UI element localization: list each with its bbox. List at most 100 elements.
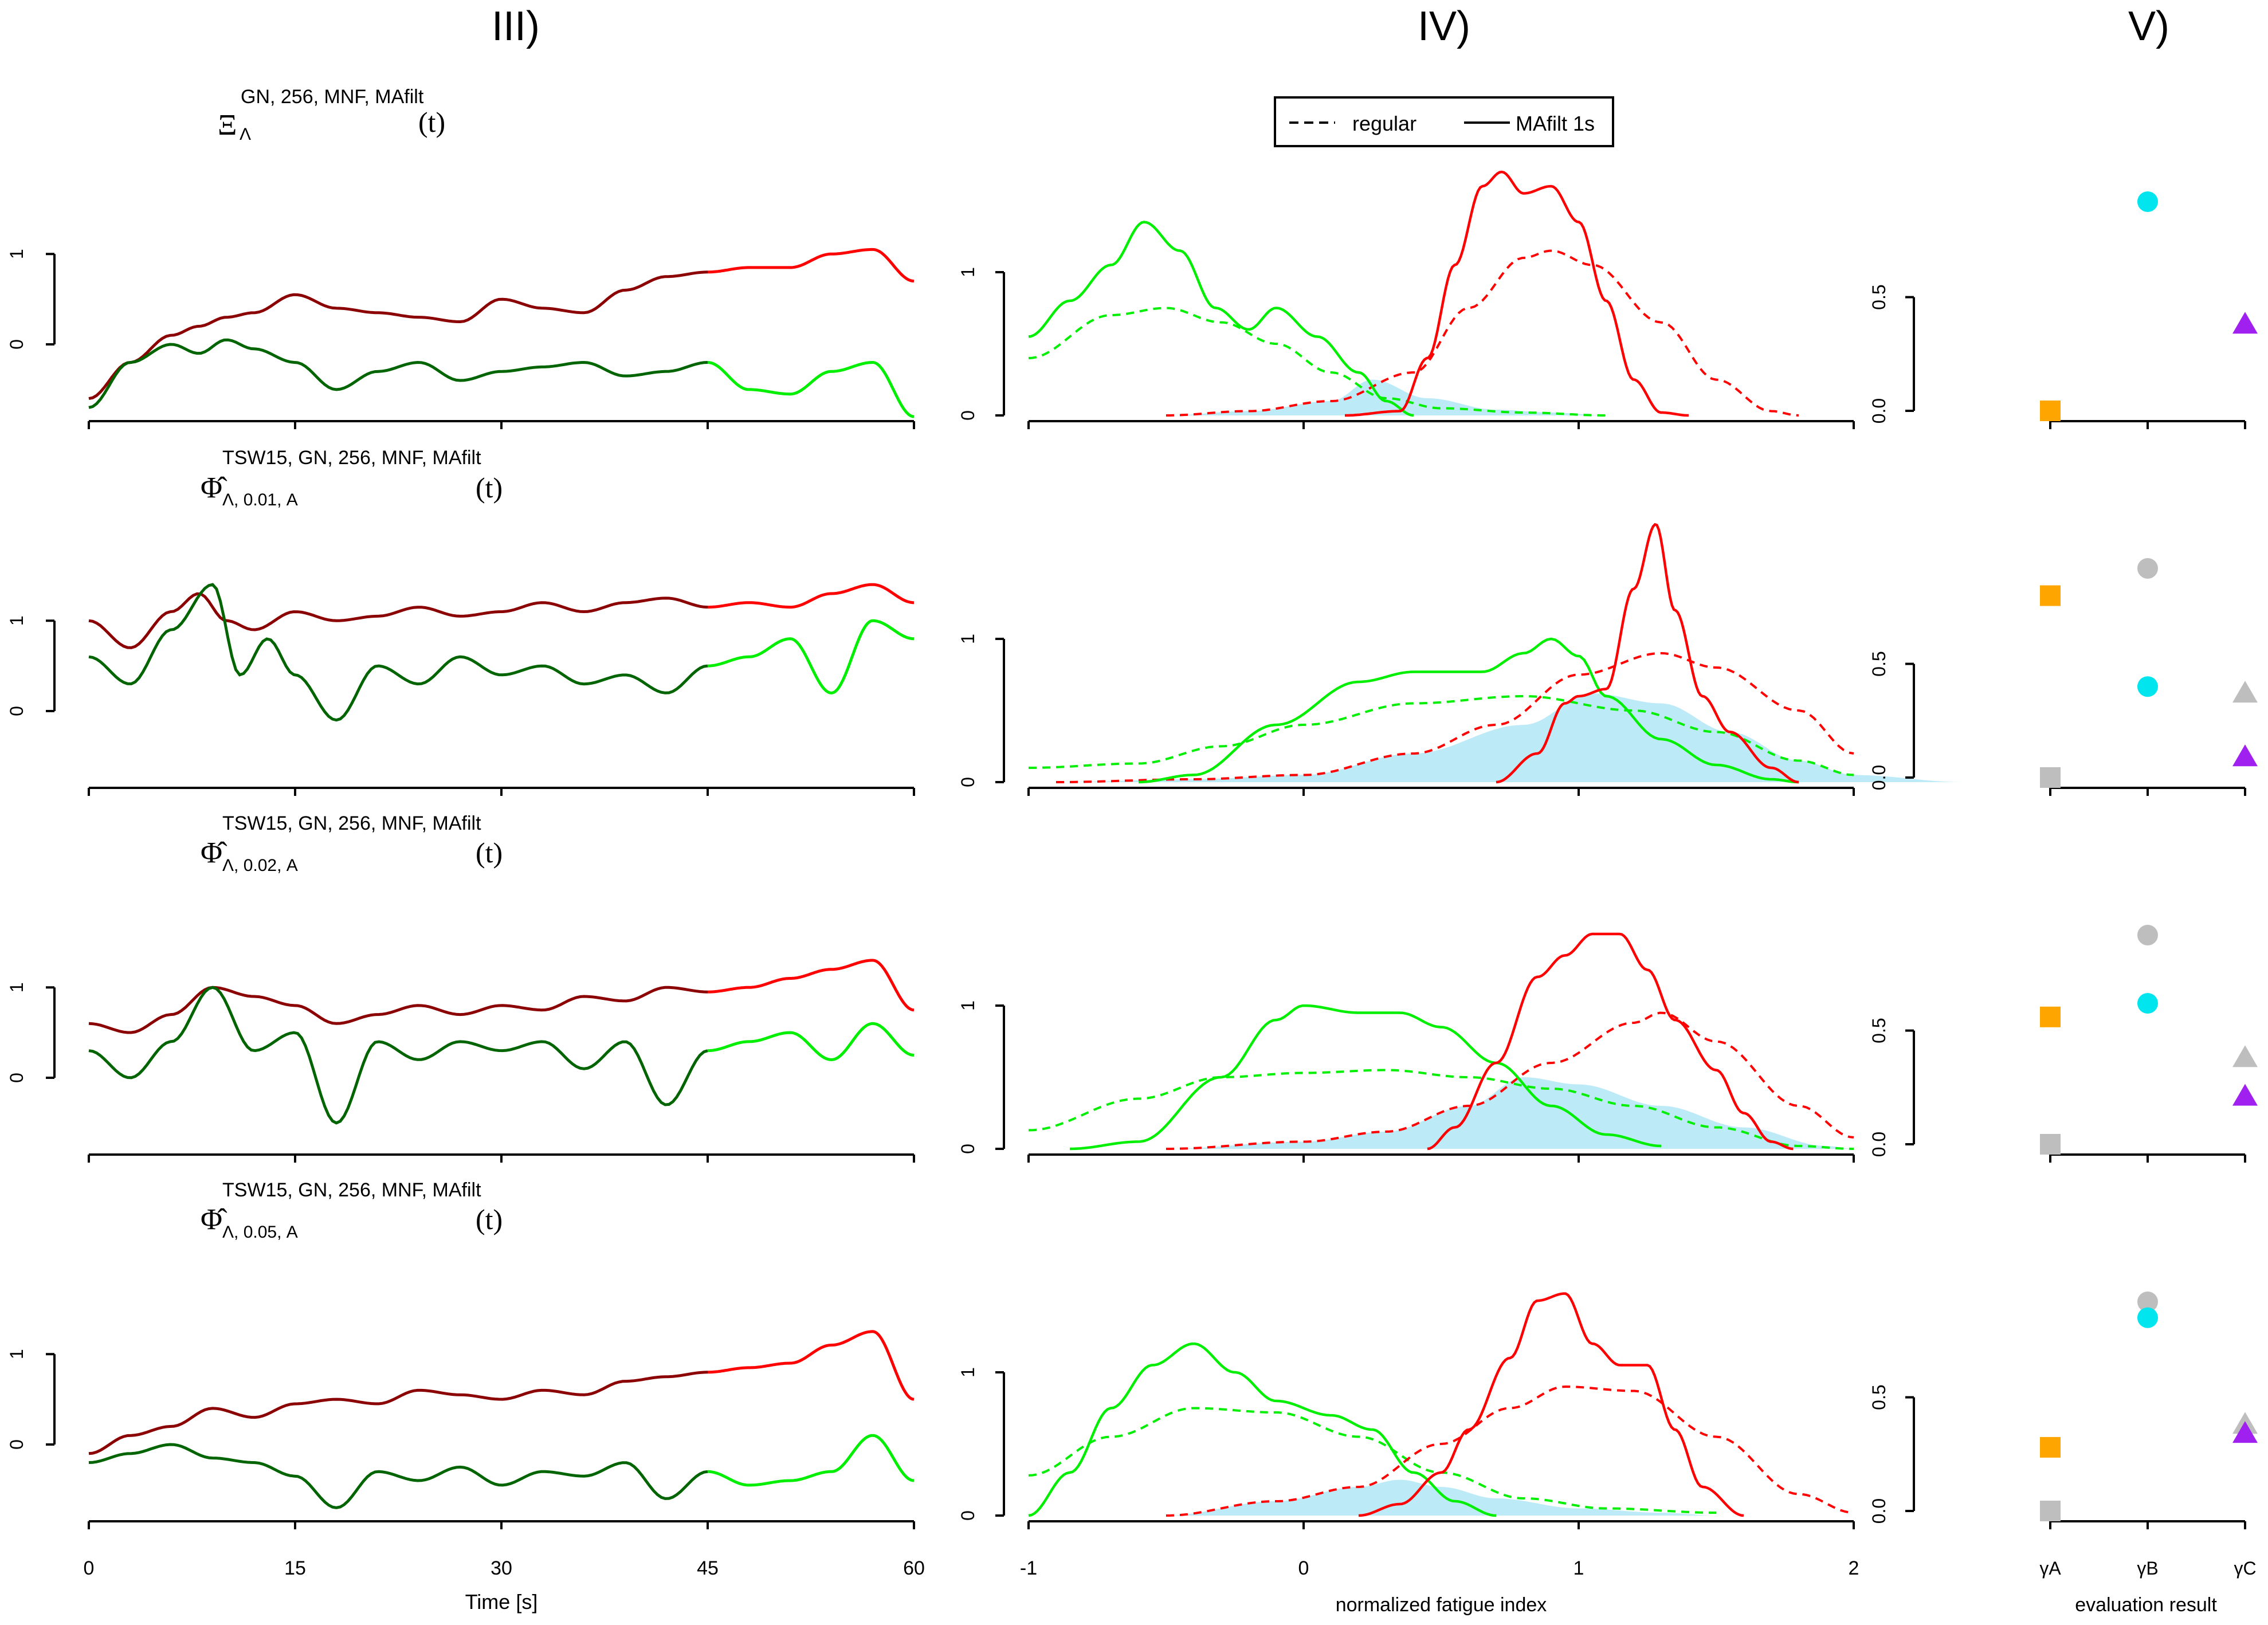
y-tick-label: 0.0 — [1869, 765, 1889, 790]
density-fatigued-regular — [1056, 651, 1854, 783]
y-tick-label: 0 — [6, 706, 27, 716]
fatigued-train-line — [88, 270, 708, 401]
row4-formula-suffix: (t) — [476, 1203, 503, 1235]
y-tick-label: 0 — [6, 1073, 27, 1083]
y-tick-label: 1 — [6, 982, 27, 992]
point-square-orange — [2040, 401, 2061, 421]
row1-formula-superscript: GN, 256, MNF, MAfilt — [241, 86, 424, 108]
y-tick-label: 1 — [958, 1367, 978, 1377]
y-tick-label: 1 — [6, 249, 27, 259]
panel-v-row-2: 0.0 0.5 — [1869, 558, 2258, 796]
panel-iv-row-4: 01 — [958, 1292, 1855, 1529]
panel-iii-row-3: 01 — [6, 959, 915, 1163]
panel-v-evaluation: 0.0 0.5 0.0 0.5 0.0 0.5 0.0 0.5 γA γB γC — [1869, 191, 2258, 1579]
density-non-fatigued-mafilt — [1138, 637, 1799, 784]
point-triangle-purple — [2232, 312, 2258, 334]
y-tick-label: 0 — [958, 777, 978, 787]
point-triangle-purple — [2232, 1084, 2258, 1106]
y-tick-label: 0.5 — [1869, 1018, 1889, 1043]
fatigued-test-line — [707, 959, 915, 1012]
overlap-area — [1166, 1479, 1716, 1516]
point-circle-cyan — [2137, 191, 2158, 212]
y-tick-label: 0 — [958, 410, 978, 421]
column-title-v: V) — [2128, 3, 2169, 49]
row3-formula-subscript: Λ, 0.02, A — [222, 856, 298, 875]
panel-v-row-3: 0.0 0.5 — [1869, 924, 2258, 1163]
row2-formula-suffix: (t) — [476, 472, 503, 504]
y-tick-label: 0.0 — [1869, 1132, 1889, 1157]
non-fatigued-test-line — [708, 619, 915, 694]
non-fatigued-test-line — [707, 361, 915, 418]
fatigued-test-line — [708, 248, 915, 283]
x-tick-label: γC — [2234, 1558, 2256, 1579]
point-square-orange — [2040, 585, 2061, 606]
y-tick-label: 0.5 — [1869, 651, 1889, 676]
y-tick-label: 1 — [958, 1000, 978, 1011]
row4-formula-subscript: Λ, 0.05, A — [222, 1223, 298, 1242]
point-square-grey — [2040, 767, 2061, 788]
row1-formula-symbol: Ξ — [218, 109, 237, 142]
fatigued-train-line — [88, 592, 708, 649]
point-square-orange — [2040, 1436, 2061, 1458]
y-tick-label: 0.5 — [1869, 1384, 1889, 1410]
row1-formula-subscript: Λ — [240, 125, 251, 144]
x-tick-label: 0 — [84, 1557, 95, 1579]
fatigued-train-line — [88, 1371, 708, 1455]
x-label-fatigue: normalized fatigue index — [1336, 1594, 1547, 1616]
row3-formula-suffix: (t) — [476, 837, 503, 869]
x-tick-label: γA — [2039, 1558, 2061, 1579]
row4-formula: Φ̂ TSW15, GN, 256, MNF, MAfilt Λ, 0.05, … — [201, 1179, 503, 1242]
row2-formula-subscript: Λ, 0.01, A — [222, 490, 298, 509]
density-non-fatigued-mafilt — [1028, 221, 1414, 417]
fatigued-test-line — [708, 583, 914, 609]
y-tick-label: 0 — [958, 1144, 978, 1154]
point-triangle-purple — [2232, 1421, 2258, 1443]
point-circle-cyan — [2137, 1307, 2158, 1328]
point-square-orange — [2040, 1006, 2061, 1027]
legend-label-mafilt: MAfilt 1s — [1516, 112, 1595, 135]
column-title-iv: IV) — [1418, 3, 1470, 49]
non-fatigued-test-line — [708, 1434, 915, 1487]
panel-v-row-4: 0.0 0.5 — [1869, 1291, 2258, 1529]
x-tick-label: -1 — [1020, 1557, 1037, 1579]
x-tick-label: 30 — [491, 1557, 512, 1579]
point-circle-grey — [2137, 558, 2158, 579]
density-non-fatigued-regular — [1028, 1407, 1716, 1514]
row2-formula-superscript: TSW15, GN, 256, MNF, MAfilt — [222, 447, 481, 469]
x-tick-label: 60 — [903, 1557, 925, 1579]
row3-formula: Φ̂ TSW15, GN, 256, MNF, MAfilt Λ, 0.02, … — [201, 813, 503, 875]
x-tick-label: 45 — [697, 1557, 719, 1579]
panel-iii-row-2: 01 — [6, 583, 915, 796]
x-tick-label: 0 — [1298, 1557, 1309, 1579]
panel-v-row-1: 0.0 0.5 — [1869, 191, 2258, 429]
legend: regular MAfilt 1s — [1274, 96, 1614, 147]
point-circle-cyan — [2137, 992, 2158, 1014]
legend-box — [1274, 96, 1614, 147]
fatigued-train-line — [88, 986, 708, 1034]
point-square-grey — [2040, 1501, 2061, 1521]
non-fatigued-train-line — [88, 583, 708, 722]
y-tick-label: 0 — [958, 1510, 978, 1521]
y-tick-label: 1 — [6, 1349, 27, 1359]
panel-iii-row-1: 01 — [6, 248, 915, 429]
non-fatigued-train-line — [88, 986, 708, 1125]
row1-formula-suffix: (t) — [418, 106, 445, 138]
x-label-time: Time [s] — [465, 1590, 538, 1614]
legend-label-regular: regular — [1352, 112, 1416, 135]
density-non-fatigued-regular — [1028, 1069, 1854, 1150]
panel-iv-row-1: 01 — [958, 170, 1855, 429]
density-fatigued-regular — [1166, 1385, 1854, 1517]
density-fatigued-regular — [1166, 249, 1799, 417]
panel-iv-row-3: 01 — [958, 932, 1855, 1163]
point-circle-cyan — [2137, 676, 2158, 697]
y-tick-label: 0.5 — [1869, 284, 1889, 309]
x-label-evaluation: evaluation result — [2075, 1594, 2217, 1616]
y-tick-label: 1 — [6, 615, 27, 626]
point-triangle-grey — [2232, 1045, 2258, 1067]
column-title-iii: III) — [492, 3, 540, 49]
density-fatigued-mafilt — [1345, 170, 1689, 417]
